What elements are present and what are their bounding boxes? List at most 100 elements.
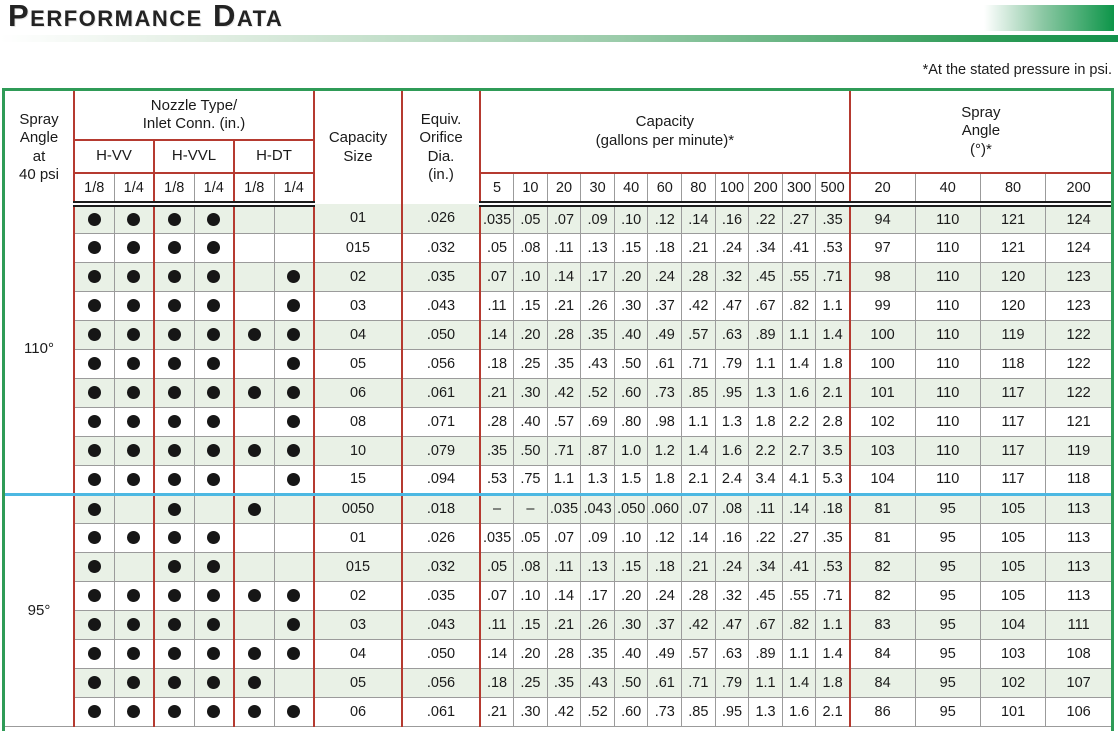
nozzle-availability-cell <box>74 465 115 495</box>
spray-angle-value-cell: 100 <box>849 320 916 350</box>
capacity-value-cell: – <box>513 492 548 524</box>
angle-pressure-column-header: 200 <box>1045 173 1112 207</box>
capacity-value-cell: .05 <box>513 523 548 553</box>
capacity-value-cell: .21 <box>681 552 716 582</box>
capacity-value-cell: .035 <box>480 523 515 553</box>
capacity-value-cell: 1.4 <box>681 436 716 466</box>
capacity-value-cell: .10 <box>614 523 649 553</box>
availability-dot-icon <box>287 472 301 486</box>
capacity-value-cell: .42 <box>547 697 582 727</box>
capacity-value-cell: .14 <box>681 204 716 234</box>
spray-angle-value-cell: 121 <box>1045 407 1112 437</box>
availability-dot-icon <box>87 328 101 342</box>
spray-angle-group-header: Spray Angle (°)* <box>849 91 1112 174</box>
spray-angle-value-cell: 110 <box>915 204 981 234</box>
capacity-value-cell: .17 <box>580 262 615 292</box>
capacity-value-cell: .10 <box>513 581 548 611</box>
nozzle-type-group-header: Nozzle Type/ Inlet Conn. (in.) <box>74 91 316 141</box>
angle-pressure-column-header: 40 <box>915 173 981 207</box>
nozzle-availability-cell <box>114 465 155 495</box>
capacity-size-cell: 015 <box>314 552 404 582</box>
capacity-value-cell: 1.1 <box>815 610 851 640</box>
orifice-dia-cell: .043 <box>402 610 482 640</box>
availability-dot-icon <box>167 415 181 429</box>
capacity-size-cell: 05 <box>314 668 404 698</box>
capacity-value-cell: .57 <box>681 320 716 350</box>
nozzle-availability-cell <box>74 639 115 669</box>
nozzle-availability-cell <box>154 639 195 669</box>
capacity-value-cell: .09 <box>580 523 615 553</box>
capacity-value-cell: .61 <box>647 668 683 698</box>
capacity-group-header: Capacity (gallons per minute)* <box>480 91 851 174</box>
capacity-size-cell: 02 <box>314 581 404 611</box>
capacity-value-cell: .35 <box>480 436 515 466</box>
nozzle-availability-cell <box>234 436 275 466</box>
capacity-value-cell: .13 <box>580 233 615 263</box>
capacity-value-cell: .89 <box>748 320 783 350</box>
spray-angle-value-cell: 95 <box>915 581 981 611</box>
capacity-size-cell: 08 <box>314 407 404 437</box>
capacity-value-cell: .13 <box>580 552 615 582</box>
availability-dot-icon <box>207 213 221 227</box>
spray-angle-value-cell: 123 <box>1045 262 1112 292</box>
availability-dot-icon <box>87 270 101 284</box>
capacity-value-cell: .10 <box>614 204 649 234</box>
capacity-value-cell: .21 <box>480 697 515 727</box>
capacity-value-cell: .18 <box>480 668 515 698</box>
spray-angle-value-cell: 104 <box>849 465 916 495</box>
nozzle-availability-cell <box>114 378 155 408</box>
table-row: 04.050.14.20.28.35.40.49.57.63.89 1.1 1.4 1… <box>5 320 1112 350</box>
nozzle-availability-cell <box>234 378 275 408</box>
nozzle-availability-cell <box>74 697 115 727</box>
orifice-dia-header: Equiv. Orifice Dia. (in.) <box>402 91 482 204</box>
capacity-value-cell: .20 <box>614 262 649 292</box>
spray-angle-value-cell: 108 <box>1045 639 1112 669</box>
nozzle-availability-cell <box>154 668 195 698</box>
capacity-value-cell: .32 <box>715 581 750 611</box>
availability-dot-icon <box>287 415 301 429</box>
spray-angle-value-cell: 118 <box>1045 465 1112 495</box>
nozzle-availability-cell <box>154 523 195 553</box>
availability-dot-icon <box>167 444 181 458</box>
capacity-value-cell: .61 <box>647 349 683 379</box>
nozzle-availability-cell <box>74 492 115 524</box>
capacity-value-cell: .49 <box>647 320 683 350</box>
capacity-value-cell: .07 <box>681 492 716 524</box>
pressure-column-header: 10 <box>513 173 548 207</box>
capacity-value-cell: .14 <box>480 320 515 350</box>
availability-dot-icon <box>127 299 141 313</box>
orifice-dia-cell: .035 <box>402 262 482 292</box>
nozzle-availability-cell <box>234 349 275 379</box>
availability-dot-icon <box>207 705 221 719</box>
availability-dot-icon <box>127 241 141 255</box>
availability-dot-icon <box>87 472 101 486</box>
availability-dot-icon <box>287 357 301 371</box>
capacity-value-cell: .24 <box>647 581 683 611</box>
spray-angle-value-cell: 110 <box>915 320 981 350</box>
capacity-value-cell: .28 <box>547 320 582 350</box>
capacity-value-cell: 1.3 <box>715 407 750 437</box>
capacity-value-cell: .63 <box>715 320 750 350</box>
availability-dot-icon <box>127 618 141 632</box>
capacity-value-cell: .60 <box>614 378 649 408</box>
capacity-value-cell: .16 <box>715 204 750 234</box>
nozzle-availability-cell <box>194 349 235 379</box>
nozzle-availability-cell <box>154 233 195 263</box>
table-row: 95° 0050.018– – .035.043.050.060.07.08.11.1… <box>5 492 1112 727</box>
capacity-value-cell: .05 <box>480 552 515 582</box>
capacity-value-cell: 5.3 <box>815 465 851 495</box>
orifice-dia-cell: .056 <box>402 349 482 379</box>
spray-angle-value-cell: 111 <box>1045 610 1112 640</box>
spray-angle-value-cell: 120 <box>980 291 1047 321</box>
capacity-value-cell: .26 <box>580 291 615 321</box>
capacity-value-cell: 1.1 <box>547 465 582 495</box>
nozzle-availability-cell <box>194 378 235 408</box>
availability-dot-icon <box>87 444 101 458</box>
capacity-value-cell: .42 <box>681 610 716 640</box>
spray-angle-value-cell: 94 <box>849 204 916 234</box>
nozzle-availability-cell <box>274 668 316 698</box>
capacity-value-cell: 2.7 <box>782 436 817 466</box>
spray-angle-value-cell: 110 <box>915 378 981 408</box>
nozzle-availability-cell <box>274 465 316 495</box>
availability-dot-icon <box>207 472 221 486</box>
